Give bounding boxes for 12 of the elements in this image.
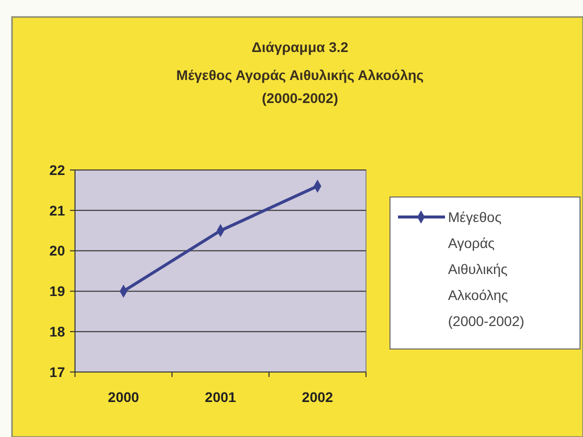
y-tick-label: 21 bbox=[49, 202, 66, 218]
y-tick-label: 22 bbox=[49, 162, 66, 178]
y-tick-label: 20 bbox=[49, 242, 66, 259]
chart-subtitle: Μέγεθος Αγοράς Αιθυλικής Αλκοόλης (2000-2002) bbox=[176, 67, 424, 106]
legend-label: Μέγεθος Αγοράς Αιθυλικής Αλκοόλης (2000-2002) bbox=[448, 209, 524, 329]
y-tick-label: 18 bbox=[49, 324, 66, 340]
x-tick-label: 2002 bbox=[302, 389, 334, 405]
x-tick-label: 2001 bbox=[204, 389, 236, 405]
chart-title: Διάγραμμα 3.2 bbox=[252, 39, 349, 55]
y-tick-label: 17 bbox=[49, 364, 66, 380]
x-tick-label: 2000 bbox=[108, 389, 140, 405]
y-tick-label: 19 bbox=[49, 283, 66, 300]
